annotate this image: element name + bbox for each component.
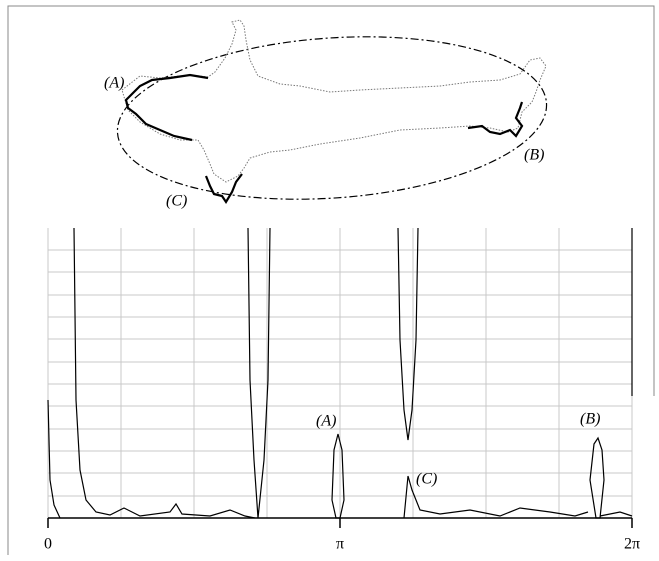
peak-label: (B) [580,411,600,428]
x-tick-label: π [336,536,344,553]
segment-c [204,173,243,205]
peak-label: (C) [416,471,437,488]
peak-label: (A) [316,413,336,430]
contour-label: (A) [104,75,124,92]
mask [634,396,659,516]
frame [7,5,655,555]
x-tick-label: 2π [624,536,640,553]
curves [47,227,633,519]
shape-contour [121,19,547,183]
fitted-ellipse [116,36,548,200]
x-tick-label: 0 [44,536,52,553]
segment-b [467,101,524,138]
segment-a [124,73,209,142]
contour-label: (B) [524,147,544,164]
contour-label: (C) [166,193,187,210]
